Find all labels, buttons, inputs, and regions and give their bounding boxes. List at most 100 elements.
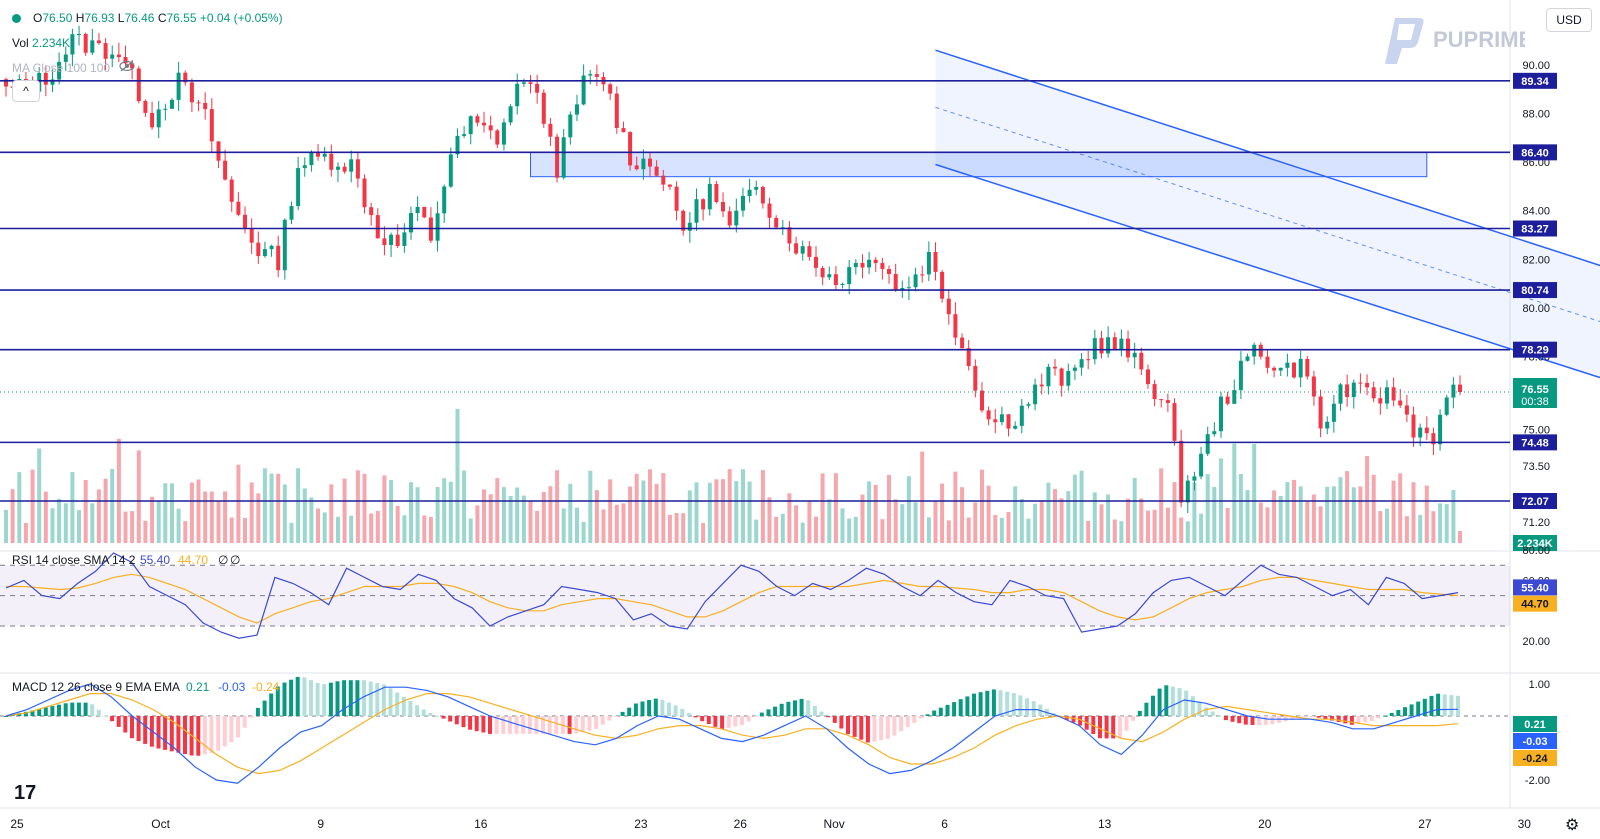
volume-bar: [986, 485, 991, 543]
macd-hist-bar: [945, 704, 950, 716]
volume-bar: [926, 517, 931, 543]
macd-hist-bar: [958, 699, 963, 716]
candle: [236, 192, 241, 217]
candle: [933, 242, 938, 281]
volume-bar: [621, 503, 626, 543]
candle-body: [1006, 414, 1011, 429]
ma-legend[interactable]: MA Close 100 100: [12, 60, 136, 75]
volume-bar: [654, 484, 659, 543]
candle: [575, 94, 579, 122]
macd-hist-bar: [70, 702, 75, 716]
candle-body: [674, 186, 679, 211]
candle-body: [136, 68, 141, 102]
macd-hist-bar: [1144, 702, 1149, 716]
macd-hist-bar: [415, 705, 420, 716]
macd-hist-bar: [693, 716, 698, 718]
candle-body: [262, 249, 267, 257]
volume-bar: [747, 481, 752, 543]
macd-hist-bar: [541, 716, 545, 734]
volume-bar: [933, 500, 938, 543]
candle-body: [900, 288, 905, 290]
macd-hist-bar: [143, 716, 148, 744]
volume-label: Vol: [12, 36, 29, 50]
volume-bar: [774, 516, 779, 543]
candle: [1292, 361, 1296, 379]
candle-body: [355, 159, 360, 179]
candle: [701, 198, 706, 221]
level-label-bg: [1513, 492, 1557, 509]
candle-body: [741, 195, 745, 211]
volume-bar: [428, 517, 433, 543]
candle-body: [681, 210, 686, 231]
volume-bar: [1252, 444, 1257, 543]
candle: [794, 236, 799, 255]
candle-body: [541, 92, 546, 124]
candle-body: [946, 298, 951, 315]
time-tick-label: 13: [1098, 817, 1112, 831]
candle: [887, 265, 891, 284]
candle-body: [780, 227, 785, 229]
gear-icon[interactable]: ⚙: [1565, 817, 1580, 834]
volume-bar: [269, 473, 274, 543]
candle: [1431, 427, 1436, 455]
volume-bar: [667, 514, 672, 543]
macd-hist-bar: [315, 682, 320, 716]
candle: [601, 72, 606, 92]
volume-bar: [860, 494, 865, 543]
volume-bar: [953, 471, 958, 543]
macd-hist-bar: [587, 716, 592, 731]
candle-body: [163, 108, 168, 110]
time-tick-label: 26: [734, 817, 748, 831]
volume-bar: [83, 480, 88, 543]
volume-bar: [256, 493, 261, 543]
candle-body: [4, 79, 8, 87]
macd-hist-bar: [1157, 688, 1162, 716]
macd-hist-bar: [746, 716, 751, 722]
volume-bar: [70, 472, 75, 543]
volume-bar: [130, 511, 135, 543]
macd-hist-bar: [242, 716, 247, 728]
candle: [681, 209, 686, 236]
volume-bar: [1305, 501, 1310, 543]
volume-bar: [608, 479, 613, 543]
volume-bar: [1072, 474, 1077, 543]
volume-bar: [262, 468, 267, 543]
macd-hist-bar: [1071, 716, 1076, 723]
macd-hist-bar: [1111, 716, 1116, 739]
eye-crossed-icon[interactable]: [119, 60, 136, 75]
volume-bar: [561, 508, 566, 543]
volume-bar: [714, 479, 719, 543]
candle-body: [229, 179, 234, 202]
candle: [1285, 353, 1290, 377]
candle: [96, 33, 101, 45]
candle-body: [508, 106, 513, 123]
volume-bar: [163, 483, 168, 543]
volume-bar: [754, 519, 759, 543]
candle-body: [63, 54, 68, 62]
macd-hist-bar: [985, 690, 990, 716]
collapse-legend-button[interactable]: ^: [12, 80, 40, 102]
volume-bar: [1013, 486, 1018, 543]
candle: [1066, 363, 1071, 391]
volume-bar: [43, 491, 48, 543]
volume-bar: [721, 479, 725, 543]
candle-body: [402, 232, 407, 246]
currency-selector[interactable]: USD: [1546, 8, 1592, 32]
candle-body: [1292, 362, 1296, 378]
candle: [475, 113, 480, 127]
macd-hist-bar: [355, 680, 360, 716]
level-label-text: 78.29: [1521, 345, 1549, 357]
volume-bar: [694, 482, 699, 543]
candle-body: [561, 137, 566, 178]
volume-bar: [628, 486, 633, 543]
macd-hist-bar: [547, 716, 552, 734]
volume-bar: [236, 464, 241, 543]
macd-hist-bar: [236, 716, 241, 738]
candle: [634, 156, 639, 171]
candle-body: [448, 154, 453, 187]
volume-bar: [1265, 507, 1270, 543]
volume-legend[interactable]: Vol 2.234K: [12, 36, 70, 50]
macd-hist-bar: [660, 699, 665, 716]
price-tick-label: 82.00: [1522, 254, 1550, 266]
